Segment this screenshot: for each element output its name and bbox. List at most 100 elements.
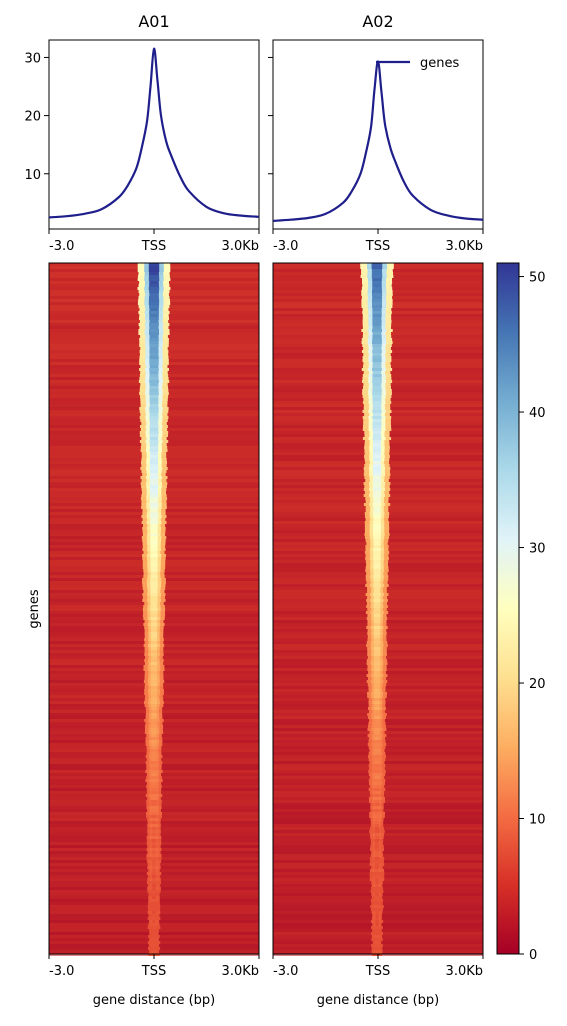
heatmap-signal [374, 722, 380, 725]
heatmap-signal [151, 938, 157, 941]
heatmap-signal [151, 713, 157, 716]
legend-label: genes [420, 56, 459, 71]
heatmap-signal [149, 272, 159, 275]
heatmap-signal [374, 863, 380, 866]
heatmap-signal [374, 800, 380, 803]
heatmap-signal [373, 551, 381, 554]
heatmap-signal [150, 539, 158, 542]
heatmap-signal [373, 626, 381, 629]
heatmap-signal [151, 851, 157, 854]
heatmap-signal [371, 266, 383, 269]
heatmap-signal [374, 845, 380, 848]
heatmap-signal [372, 350, 382, 353]
heatmap-signal [374, 869, 380, 872]
heatmap-signal [149, 338, 159, 341]
heatmap-signal [150, 581, 158, 584]
heatmap-signal [374, 878, 380, 881]
ytick-label: 10 [24, 168, 41, 183]
heatmap-signal [150, 500, 158, 503]
heatmap-signal [151, 704, 157, 707]
heatmap-signal [151, 845, 157, 848]
heatmap-signal [150, 614, 158, 617]
heatmap-signal [151, 620, 158, 623]
heatmap-signal [151, 779, 157, 782]
heatmap-signal [373, 533, 381, 536]
heatmap-signal [373, 641, 381, 644]
heatmap-signal [373, 434, 381, 437]
heatmap-signal [149, 368, 159, 371]
heatmap-signal [149, 431, 159, 434]
heatmap-signal [373, 461, 381, 464]
heatmap-signal [375, 866, 379, 869]
heatmap-a02: -3.0 TSS 3.0Kb gene distance (bp) [272, 262, 484, 1008]
heatmap-signal [150, 455, 158, 458]
heatmap-signal [151, 737, 157, 740]
heatmap-signal [373, 608, 381, 611]
ytick-label: 30 [24, 51, 41, 66]
heatmap-signal [150, 533, 158, 536]
heatmap-signal [150, 452, 158, 455]
heatmap-signal [374, 779, 380, 782]
heatmap-signal [149, 335, 159, 338]
heatmap-signal [374, 785, 380, 788]
heatmap-signal [151, 860, 157, 863]
heatmap-signal [375, 920, 379, 923]
heatmap-signal [372, 380, 382, 383]
heatmap-signal [372, 353, 382, 356]
heatmap-signal [152, 884, 156, 887]
heatmap-signal [151, 728, 157, 731]
heatmap-signal [374, 776, 380, 779]
heatmap-signal [375, 851, 379, 854]
heatmap-signal [149, 353, 159, 356]
heatmap-signal [151, 821, 157, 824]
xtick-label: -3.0 [273, 239, 298, 254]
colorbar-tick-label: 10 [529, 813, 546, 828]
heatmap-signal [373, 530, 381, 533]
colorbar-tick-label: 50 [529, 271, 546, 286]
heatmap-signal [151, 797, 157, 800]
heatmap-signal [151, 806, 157, 809]
heatmap-signal [372, 431, 381, 434]
profile-xaxis-a01: -3.0 TSS 3.0Kb [48, 229, 260, 254]
heatmap-signal [375, 917, 379, 920]
heatmap-signal [374, 740, 380, 743]
colorbar-tick-label: 30 [529, 542, 546, 557]
heatmap-signal [374, 698, 380, 701]
heatmap-signal [150, 575, 158, 578]
heatmap-signal [151, 722, 157, 725]
heatmap-signal [151, 800, 157, 803]
heatmap-signal [371, 263, 383, 266]
heatmap-signal [150, 590, 158, 593]
heatmap-xtick-label: -3.0 [49, 964, 74, 979]
heatmap-signal [373, 902, 381, 905]
heatmap-signal [372, 278, 382, 281]
heatmap-signal [150, 899, 158, 902]
heatmap-signal [373, 617, 381, 620]
heatmap-signal [372, 371, 382, 374]
heatmap-signal [151, 866, 157, 869]
heatmap-signal [373, 539, 381, 542]
heatmap-signal [151, 650, 157, 653]
heatmap-signal [149, 350, 159, 353]
heatmap-signal [150, 560, 158, 563]
heatmap-signal [373, 674, 381, 677]
heatmap-xlabel-a01: gene distance (bp) [93, 993, 215, 1008]
heatmap-signal [373, 548, 381, 551]
heatmap-signal [373, 647, 381, 650]
heatmap-signal [148, 302, 160, 305]
heatmap-signal [150, 542, 158, 545]
heatmap-signal [151, 791, 157, 794]
heatmap-signal [373, 611, 381, 614]
heatmap-signal [148, 263, 160, 266]
heatmap-signal [374, 782, 380, 785]
heatmap-signal [149, 437, 158, 440]
heatmap-signal [372, 347, 382, 350]
heatmap-signal [374, 716, 380, 719]
heatmap-signal [149, 344, 159, 347]
heatmap-signal [373, 527, 381, 530]
profile-yaxis-a01: 10 20 30 [24, 51, 49, 183]
heatmap-signal [374, 620, 381, 623]
heatmap-signal [149, 347, 159, 350]
heatmap-signal [151, 872, 157, 875]
heatmap-signal [374, 827, 380, 830]
